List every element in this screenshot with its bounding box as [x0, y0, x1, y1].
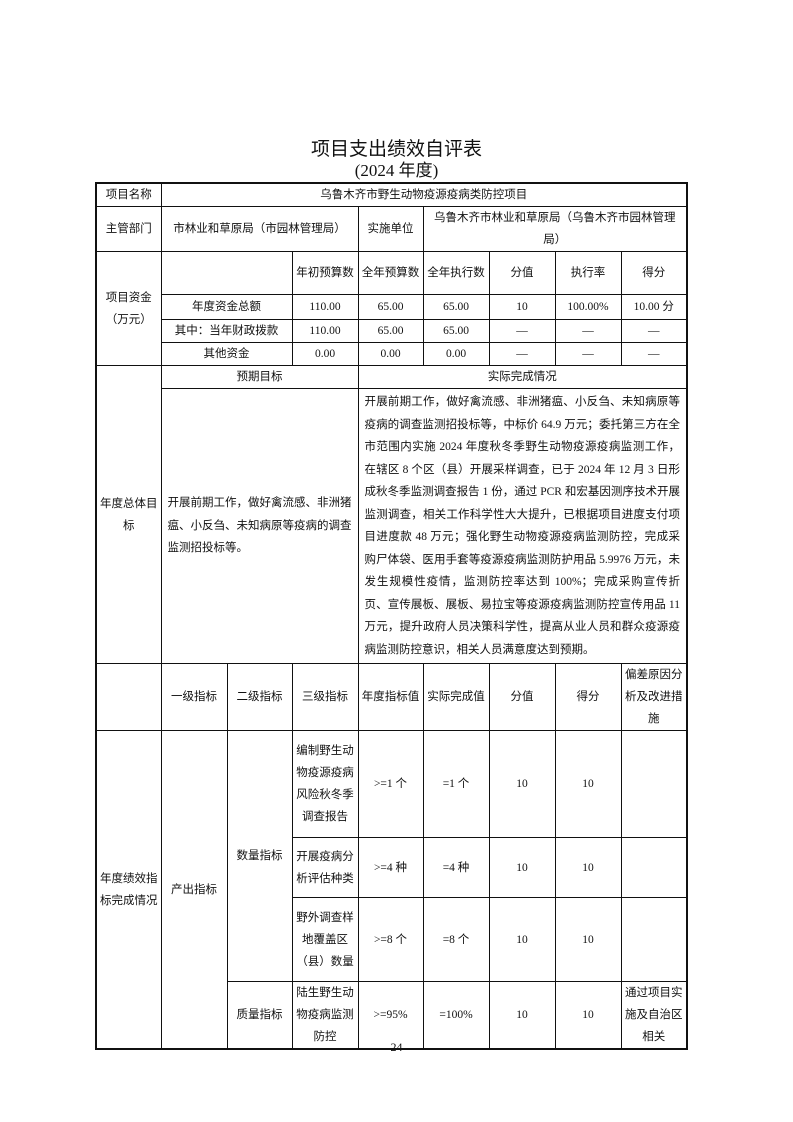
- page-title: 项目支出绩效自评表: [310, 139, 482, 160]
- header-cell: 全年预算数: [357, 251, 424, 295]
- cell: 100.00%: [554, 294, 622, 320]
- evaluation-table: 项目名称 乌鲁木齐市野生动物疫源疫病类防控项目 主管部门 市林业和草原局（市园林…: [95, 182, 688, 1050]
- cell: =1 个: [422, 730, 490, 838]
- cell: 10: [488, 981, 556, 1050]
- page-subtitle: (2024 年度): [354, 161, 439, 180]
- cell: 0.00: [357, 342, 424, 366]
- project-name: 乌鲁木齐市野生动物疫源疫病类防控项目: [160, 182, 688, 207]
- header-cell: 得分: [620, 251, 688, 295]
- table-row: 其他资金 0.00 0.00 0.00— — —: [96, 342, 688, 366]
- cell: 10: [488, 730, 556, 838]
- cell: 110.00: [291, 294, 359, 320]
- level1-indicator: 产出指标: [160, 730, 228, 1050]
- level2-indicator: 质量指标: [226, 981, 293, 1050]
- cell: =100%: [422, 981, 490, 1050]
- goals-label: 年度总体目标: [95, 365, 162, 664]
- header-cell: 年初预算数: [291, 251, 359, 295]
- header-cell: 分值: [488, 251, 556, 295]
- project-name-label: 项目名称: [95, 182, 162, 207]
- cell: 65.00: [357, 319, 424, 343]
- expected-goal-text: 开展前期工作，做好禽流感、非洲猪瘟、小反刍、未知病原等疫病的调查监测招投标等。: [160, 388, 359, 664]
- header-cell: 得分: [554, 663, 622, 731]
- cell: 通过项目实施及自治区相关: [620, 981, 688, 1050]
- page-number: 24: [390, 1040, 403, 1054]
- table-row: 项目名称 乌鲁木齐市野生动物疫源疫病类防控项目: [95, 182, 688, 207]
- funds-label: 项目资金（万元）: [95, 251, 162, 366]
- cell: 65.00: [357, 294, 424, 320]
- level2-indicator: 数量指标: [226, 730, 293, 982]
- table-row: 主管部门 市林业和草原局（市园林管理局） 实施单位 乌鲁木齐市林业和草原局（乌鲁…: [95, 206, 688, 252]
- table-row: 开展疫病分析评估种类 >=4 种 =4 种 10 10: [96, 837, 688, 898]
- cell: =8 个: [422, 897, 490, 982]
- cell: [620, 897, 688, 982]
- metrics-label: 年度绩效指标完成情况: [95, 730, 162, 1050]
- cell: >=95%: [357, 981, 424, 1050]
- cell: 10: [554, 981, 622, 1050]
- cell: >=1 个: [357, 730, 424, 838]
- actual-result-text: 开展前期工作，做好禽流感、非洲猪瘟、小反刍、未知病原等疫病的调查监测招投标等，中…: [357, 388, 688, 664]
- blank-cell: [95, 663, 162, 731]
- level3-indicator: 野外调查样地覆盖区（县）数量: [291, 897, 359, 982]
- funds-row-label: 其他资金: [160, 342, 293, 366]
- cell: [620, 837, 688, 898]
- header-cell: 实际完成值: [422, 663, 490, 731]
- blank-cell: [160, 251, 293, 295]
- header-cell: 分值: [488, 663, 556, 731]
- cell: 10: [488, 294, 556, 320]
- cell: [620, 730, 688, 838]
- cell: —: [488, 342, 556, 366]
- actual-header: 实际完成情况: [357, 365, 688, 389]
- table-row: 年度总体目标 预期目标 实际完成情况: [95, 365, 688, 664]
- cell: 0.00: [422, 342, 490, 366]
- expected-header: 预期目标: [160, 365, 359, 389]
- cell: 10: [554, 730, 622, 838]
- header-cell: 年度指标值: [357, 663, 424, 731]
- cell: =4 种: [422, 837, 490, 898]
- cell: 110.00: [291, 319, 359, 343]
- cell: 10: [554, 897, 622, 982]
- table-row: 年度资金总额 110.00 65.00 65.00 10 100.00% 10.00 分: [96, 294, 688, 320]
- impl-label: 实施单位: [357, 206, 424, 252]
- dept-label: 主管部门: [95, 206, 162, 252]
- header-cell: 全年执行数: [422, 251, 490, 295]
- level3-indicator: 陆生野生动物疫病监测防控: [291, 981, 359, 1050]
- cell: 10: [554, 837, 622, 898]
- table-row: 质量指标 陆生野生动物疫病监测防控 >=95% =100% 10 10 通过项目…: [96, 981, 688, 1050]
- cell: —: [620, 319, 688, 343]
- impl-value: 乌鲁木齐市林业和草原局（乌鲁木齐市园林管理局）: [422, 206, 688, 252]
- table-row: 项目资金（万元） 年初预算数 全年预算数 全年执行数 分值 执行率 得分: [95, 251, 688, 366]
- table-row: 一级指标 二级指标 三级指标 年度指标值 实际完成值 分值 得分 偏差原因分析及…: [95, 663, 688, 731]
- header-cell: 执行率: [554, 251, 622, 295]
- header-cell: 二级指标: [226, 663, 293, 731]
- cell: >=8 个: [357, 897, 424, 982]
- table-row: 野外调查样地覆盖区（县）数量 >=8 个 =8 个 10 10: [96, 897, 688, 982]
- cell: 65.00: [422, 294, 490, 320]
- header-cell: 一级指标: [160, 663, 228, 731]
- funds-row-label: 其中：当年财政拨款: [160, 319, 293, 343]
- funds-row-label: 年度资金总额: [160, 294, 293, 320]
- table-row: 其中：当年财政拨款 110.00 65.00 65.00— — —: [96, 319, 688, 343]
- cell: —: [554, 319, 622, 343]
- cell: 10.00 分: [620, 294, 688, 320]
- header-cell: 偏差原因分析及改进措施: [620, 663, 688, 731]
- header-cell: 三级指标: [291, 663, 359, 731]
- cell: 65.00: [422, 319, 490, 343]
- cell: 10: [488, 897, 556, 982]
- cell: >=4 种: [357, 837, 424, 898]
- table-row: 开展前期工作，做好禽流感、非洲猪瘟、小反刍、未知病原等疫病的调查监测招投标等。 …: [96, 388, 688, 664]
- table-row: 年度绩效指标完成情况 产出指标 数量指标 编制野生动物疫源疫病风险秋冬季调查报告…: [95, 730, 688, 1050]
- cell: —: [554, 342, 622, 366]
- cell: —: [620, 342, 688, 366]
- level3-indicator: 开展疫病分析评估种类: [291, 837, 359, 898]
- level3-indicator: 编制野生动物疫源疫病风险秋冬季调查报告: [291, 730, 359, 838]
- dept-value: 市林业和草原局（市园林管理局）: [160, 206, 359, 252]
- cell: 0.00: [291, 342, 359, 366]
- cell: 10: [488, 837, 556, 898]
- cell: —: [488, 319, 556, 343]
